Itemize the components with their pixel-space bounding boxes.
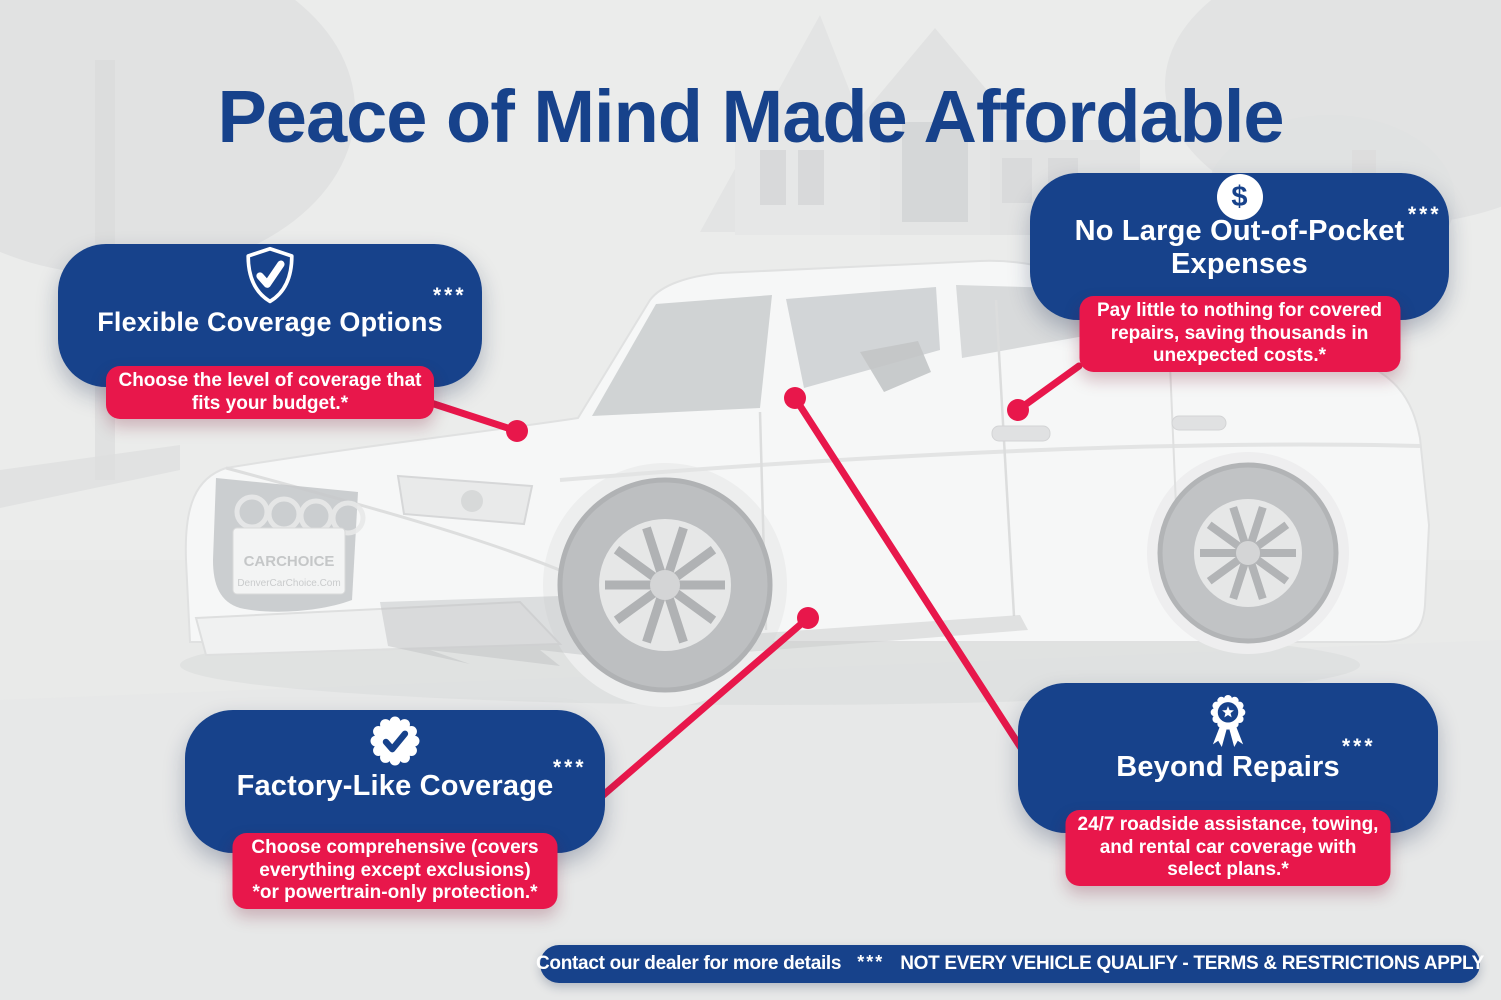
car-rear-wheel [1157, 462, 1339, 644]
footer-disclaimer-label: NOT EVERY VEHICLE QUALIFY - TERMS & REST… [900, 953, 1484, 974]
page-title: Peace of Mind Made Affordable [217, 74, 1284, 158]
callout-bubble: Beyond Repairs *** [1018, 683, 1438, 833]
footer-contact-label: Contact our dealer for more details [536, 953, 842, 974]
car-front-window [786, 287, 940, 388]
footer-banner: Contact our dealer for more details *** … [536, 945, 1484, 983]
car-door-handle [1171, 415, 1227, 431]
callout-bubble: Factory-Like Coverage *** [185, 710, 605, 853]
callout-title: Flexible Coverage Options [97, 307, 443, 337]
callout-flexible-coverage: Flexible Coverage Options *** Choose the… [58, 244, 482, 419]
callout-note: Choose the level of coverage that fits y… [106, 366, 434, 419]
callout-bubble: Flexible Coverage Options *** [58, 244, 482, 387]
callout-no-large-out-of-pocket: $ No Large Out-of-Pocket Expenses *** Pa… [1030, 173, 1449, 372]
callout-bubble: $ No Large Out-of-Pocket Expenses *** [1030, 173, 1449, 320]
star-glyph [1222, 706, 1234, 718]
callout-beyond-repairs: Beyond Repairs *** 24/7 roadside assista… [1018, 683, 1438, 886]
dollar-glyph: $ [1231, 180, 1248, 213]
shield-check-icon [242, 246, 298, 311]
callout-note: Pay little to nothing for covered repair… [1079, 296, 1400, 372]
ribbon-award-icon [1199, 691, 1257, 760]
callout-factory-like-coverage: Factory-Like Coverage *** Choose compreh… [185, 710, 605, 909]
badge-check-icon [366, 712, 424, 775]
callout-title: No Large Out-of-Pocket Expenses [1074, 215, 1405, 280]
asterisks-marker: *** [1408, 203, 1442, 226]
asterisks-marker: *** [1342, 735, 1376, 758]
dollar-icon: $ [1216, 174, 1263, 220]
asterisks-marker: *** [433, 284, 467, 307]
car-front-wheel [557, 477, 773, 693]
asterisks-marker: *** [553, 756, 587, 779]
plate-text-line2: DenverCarChoice.Com [237, 578, 340, 589]
footer-asterisks: *** [857, 951, 885, 972]
callout-note: Choose comprehensive (covers everything … [232, 833, 558, 909]
car-windshield [592, 295, 772, 416]
callout-title: Beyond Repairs [1116, 751, 1340, 783]
background-house [700, 15, 1140, 235]
plate-text-line1: CARCHOICE [244, 553, 335, 570]
car-mirror [860, 341, 931, 392]
callout-title: Factory-Like Coverage [236, 770, 554, 802]
car-door-handle [991, 425, 1051, 442]
callout-note: 24/7 roadside assistance, towing, and re… [1065, 810, 1391, 886]
license-plate: CARCHOICE DenverCarChoice.Com [232, 527, 346, 595]
